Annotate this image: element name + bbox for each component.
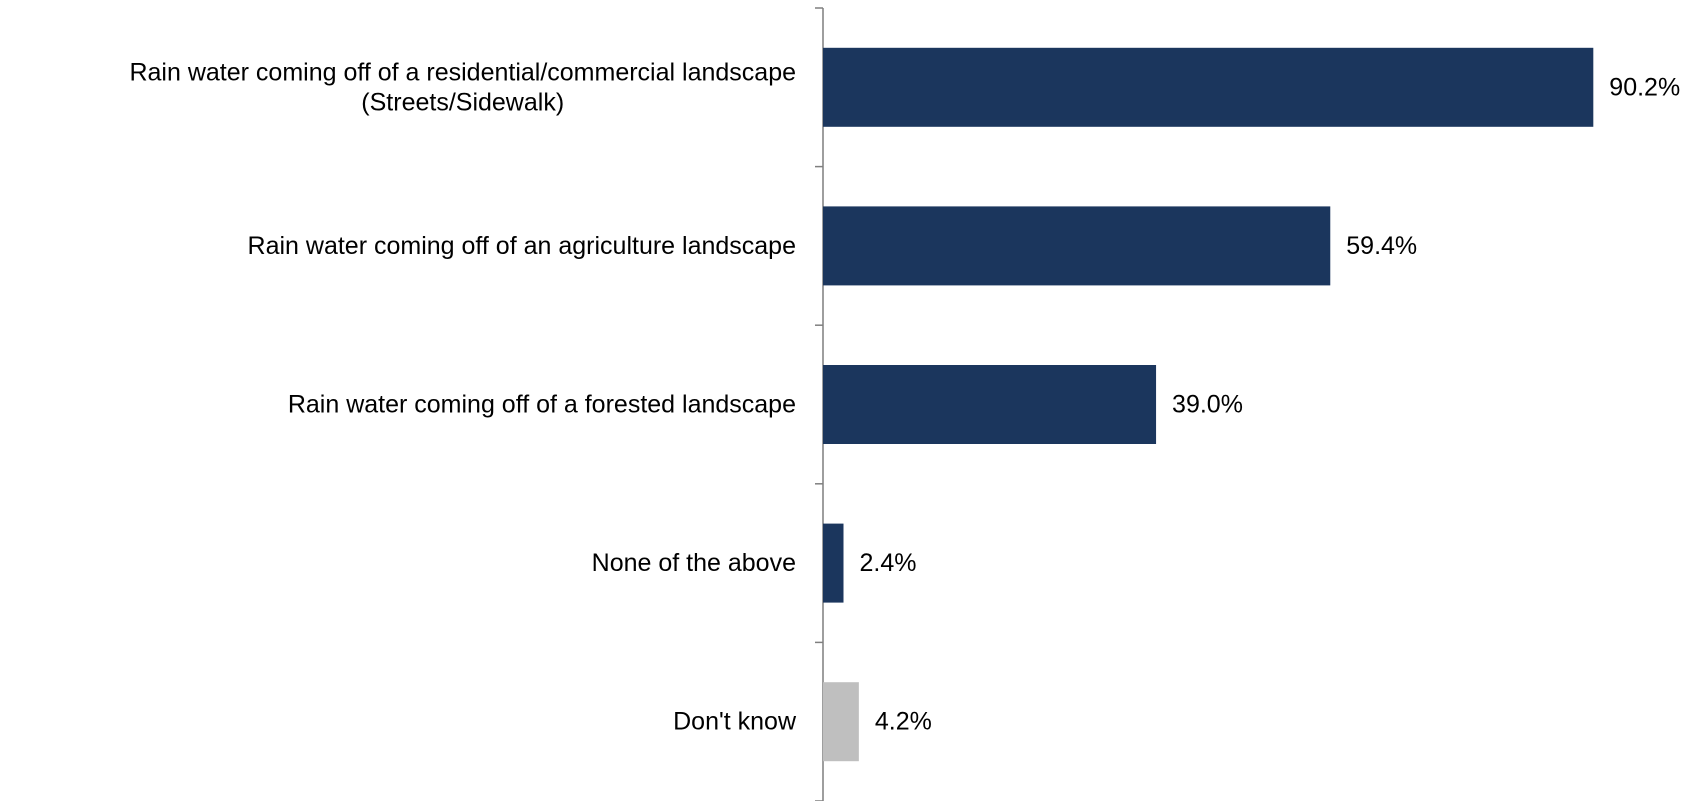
bar-1 [823, 206, 1331, 286]
category-label-2: Rain water coming off of a forested land… [288, 391, 796, 419]
category-axis-ticks [815, 7, 823, 801]
category-label-line: Rain water coming off of an agriculture … [248, 232, 796, 260]
category-label-line: Rain water coming off of a forested land… [288, 391, 796, 419]
category-label-1: Rain water coming off of an agriculture … [248, 232, 796, 260]
bar-2 [823, 365, 1157, 444]
category-label-line: (Streets/Sidewalk) [361, 88, 564, 116]
category-label-4: Don't know [673, 708, 797, 736]
bar-0 [823, 47, 1594, 127]
category-label-0: Rain water coming off of a residential/c… [129, 58, 796, 116]
value-label-2: 39.0% [1172, 391, 1243, 419]
category-label-line: Don't know [673, 708, 797, 736]
bars-group [823, 47, 1594, 762]
category-labels-group: Rain water coming off of a residential/c… [129, 58, 796, 735]
bar-3 [823, 523, 844, 603]
category-label-line: Rain water coming off of a residential/c… [129, 58, 796, 86]
bar-4 [823, 682, 859, 762]
value-labels-group: 90.2% 59.4% 39.0% 2.4% 4.2% [859, 73, 1680, 735]
value-label-3: 2.4% [859, 549, 916, 577]
value-label-0: 90.2% [1609, 73, 1680, 101]
value-label-1: 59.4% [1346, 232, 1417, 260]
value-label-4: 4.2% [875, 708, 932, 736]
category-label-line: None of the above [592, 549, 796, 577]
category-label-3: None of the above [592, 549, 796, 577]
